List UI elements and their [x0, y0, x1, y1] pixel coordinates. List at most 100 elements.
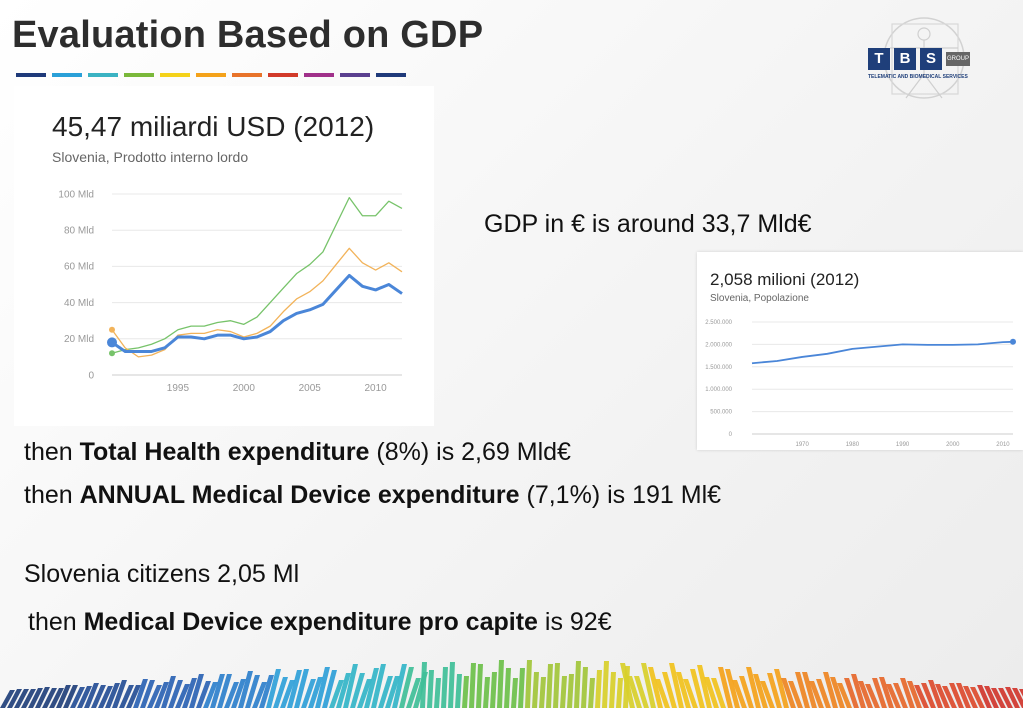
strip-bar — [189, 674, 204, 708]
x-tick-label: 2000 — [946, 442, 960, 448]
series-line — [111, 196, 403, 354]
strip-bar — [588, 678, 595, 708]
strip-bar — [725, 669, 740, 708]
strip-bar — [648, 667, 663, 708]
y-tick-label: 1.000.000 — [705, 387, 732, 393]
strip-bar — [308, 677, 323, 708]
strip-bar — [858, 681, 873, 708]
strip-bar — [315, 667, 330, 708]
strip-bar — [718, 667, 733, 708]
strip-bar — [217, 674, 232, 708]
strip-bar — [532, 672, 539, 708]
strip-bar — [634, 676, 649, 708]
color-rule-segment — [52, 73, 82, 77]
strip-bar — [518, 668, 525, 708]
strip-bar — [420, 662, 427, 708]
strip-bar — [133, 679, 148, 708]
strip-bar — [21, 689, 36, 708]
strip-bar — [788, 681, 803, 708]
strip-bar — [830, 677, 845, 708]
tbs-logo: T B S GROUP TELEMATIC AND BIOMEDICAL SER… — [862, 12, 992, 108]
strip-bar — [77, 686, 92, 708]
strip-bar — [781, 678, 796, 708]
strip-bar — [984, 686, 999, 708]
population-chart-card: 2,058 milioni (2012) Slovenia, Popolazio… — [697, 252, 1023, 450]
y-tick-label: 80 Mld — [64, 226, 94, 237]
y-tick-label: 40 Mld — [64, 298, 94, 309]
strip-bar — [802, 672, 817, 708]
strip-bar — [977, 685, 992, 708]
strip-bar — [865, 684, 880, 708]
strip-bar — [963, 686, 978, 708]
strip-bar — [851, 674, 866, 708]
x-tick-label: 1970 — [796, 442, 810, 448]
strip-bar — [56, 685, 71, 708]
strip-bar — [711, 678, 726, 708]
strip-bar — [476, 664, 483, 708]
strip-bar — [949, 683, 964, 708]
strip-bar — [126, 685, 141, 708]
strip-bar — [441, 667, 448, 708]
strip-bar — [697, 665, 712, 708]
y-tick-label: 20 Mld — [64, 334, 94, 345]
x-tick-label: 1990 — [896, 442, 910, 448]
strip-bar — [620, 663, 635, 708]
y-tick-label: 0 — [729, 432, 733, 438]
strip-bar — [1012, 688, 1023, 708]
citizens-line: Slovenia citizens 2,05 Ml — [24, 560, 300, 588]
population-headline: 2,058 milioni (2012) — [710, 270, 860, 289]
pro-capite-line: then Medical Device expenditure pro capi… — [28, 608, 612, 636]
strip-bar — [70, 687, 85, 708]
strip-bar — [539, 677, 546, 708]
strip-bar — [602, 661, 609, 708]
strip-bar — [525, 660, 532, 708]
strip-bar — [970, 687, 985, 708]
color-rule-segment — [124, 73, 154, 77]
strip-bar — [942, 686, 957, 708]
strip-bar — [448, 662, 455, 708]
strip-bar — [224, 682, 239, 708]
strip-bar — [91, 685, 106, 708]
strip-bar — [238, 671, 253, 708]
strip-bar — [266, 669, 281, 708]
population-chart: 2.500.000 2.000.000 1.500.000 1.000.000 500.… — [705, 320, 1016, 448]
x-tick-label: 2005 — [299, 383, 322, 394]
strip-bar — [455, 674, 462, 708]
strip-bar — [280, 680, 295, 708]
strip-bar — [259, 675, 274, 708]
strip-bar — [301, 679, 316, 708]
strip-bar — [98, 686, 113, 708]
strip-bar — [704, 677, 719, 708]
strip-bar — [364, 668, 379, 708]
strip-bar — [273, 677, 288, 708]
x-tick-label: 1995 — [167, 383, 190, 394]
strip-bar — [1005, 687, 1020, 708]
strip-bar — [739, 676, 754, 708]
strip-bar — [581, 667, 588, 708]
decorative-color-strip — [0, 660, 1023, 708]
strip-bar — [63, 685, 78, 708]
strip-bar — [641, 663, 656, 708]
strip-bar — [147, 685, 162, 708]
strip-bar — [844, 678, 859, 708]
strip-bar — [203, 682, 218, 708]
color-rule-segment — [268, 73, 298, 77]
strip-bar — [546, 664, 553, 708]
strip-bar — [252, 682, 267, 708]
health-expenditure-line: then Total Health expenditure (8%) is 2,… — [24, 438, 571, 466]
strip-bar — [935, 684, 950, 708]
strip-bar — [392, 664, 407, 708]
strip-bar — [900, 678, 915, 708]
strip-bar — [567, 674, 574, 708]
y-tick-label: 1.500.000 — [705, 365, 732, 371]
x-tick-label: 2000 — [233, 383, 256, 394]
strip-bar — [490, 672, 497, 708]
gdp-chart-card: 45,47 miliardi USD (2012) Slovenia, Prod… — [14, 86, 434, 426]
strip-bar — [553, 663, 560, 708]
slide-title: Evaluation Based on GDP — [12, 14, 484, 56]
strip-bar — [483, 677, 490, 708]
medical-device-expenditure-line: then ANNUAL Medical Device expenditure (… — [24, 481, 722, 509]
strip-bar — [427, 670, 434, 708]
strip-bar — [28, 688, 43, 708]
strip-bar — [816, 679, 831, 708]
